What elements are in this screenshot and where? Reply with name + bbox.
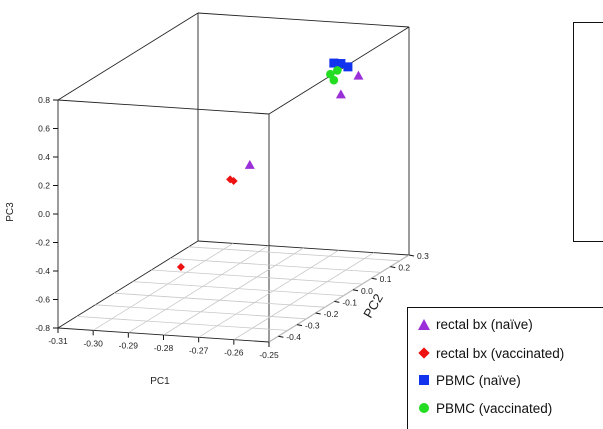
floor-grid: [76, 242, 410, 343]
point-triangle: [244, 159, 255, 169]
box-edge: [57, 99, 270, 115]
y-tick-mark: [296, 324, 303, 327]
y-tick-mark: [390, 266, 396, 269]
point-square: [329, 58, 339, 68]
grid-line: [113, 292, 326, 308]
z-tick-label: 0.8: [38, 95, 50, 105]
z-axis-title: PC3: [5, 202, 16, 222]
grid-line: [151, 269, 363, 285]
legend-label: rectal bx (naïve): [436, 316, 533, 332]
grid-line: [188, 246, 400, 262]
z-tick-label: -0.6: [35, 295, 50, 305]
box-edge: [57, 240, 199, 329]
z-tick-label: 0.6: [38, 124, 50, 134]
y-tick-label: 0.3: [417, 251, 429, 261]
y-tick-label: -0.4: [286, 332, 301, 342]
legend-item-rectal-naive: rectal bx (naïve): [418, 313, 533, 335]
grid-line: [128, 245, 269, 334]
triangle-marker-icon: [418, 318, 430, 330]
x-tick-label: -0.25: [259, 350, 279, 360]
y-tick-mark: [278, 335, 284, 338]
z-tick-label: 0.0: [38, 209, 50, 219]
z-tick-label: -0.8: [35, 323, 50, 333]
side-panel-frame: [573, 22, 603, 242]
grid-line: [233, 252, 375, 341]
z-tick-label: -0.4: [35, 266, 50, 276]
y-tick-mark: [315, 312, 321, 315]
legend: rectal bx (naïve) rectal bx (vaccinated)…: [407, 307, 603, 429]
grid-line: [163, 247, 304, 336]
x-tick-label: -0.29: [119, 341, 139, 351]
point-triangle: [353, 70, 364, 80]
box-edge: [57, 12, 199, 101]
grid-line: [76, 316, 288, 331]
pc2-ticks: -0.4 -0.3 -0.2-0.1 0.0 0.1 0.2 0.3: [278, 251, 429, 342]
point-circle: [329, 75, 339, 85]
point-square: [343, 62, 353, 72]
point-diamond: [229, 176, 238, 185]
z-tick-label: 0.2: [38, 181, 50, 191]
legend-item-pbmc-naive: PBMC (naïve): [418, 369, 521, 391]
point-triangle: [335, 89, 346, 99]
y-tick-label: -0.1: [342, 297, 357, 307]
z-tick-label: 0.4: [38, 152, 50, 162]
point-diamond: [176, 263, 185, 272]
legend-item-rectal-vaccinated: rectal bx (vaccinated): [418, 342, 564, 364]
y-tick-mark: [334, 300, 340, 303]
y-tick-mark: [408, 254, 415, 257]
point-square: [336, 59, 346, 69]
x-tick-label: -0.31: [48, 336, 68, 346]
pc3-ticks: -0.8 -0.6 -0.4 -0.2 0.0 0.2 0.4 0.6 0.8: [35, 95, 58, 333]
y-tick-label: -0.3: [305, 321, 320, 331]
legend-label: rectal bx (vaccinated): [436, 345, 565, 361]
grid-line: [268, 254, 410, 343]
y-tick-label: -0.2: [324, 309, 339, 319]
grid-line: [95, 304, 307, 320]
x-tick-label: -0.27: [189, 345, 209, 355]
circle-marker-icon: [418, 402, 430, 414]
grid-line: [92, 242, 234, 331]
data-points: [176, 58, 364, 272]
x-tick-label: -0.28: [154, 343, 174, 353]
box-edge: [197, 12, 410, 28]
grid-line: [169, 258, 382, 273]
pc1-ticks: -0.31 -0.30 -0.29 -0.28 -0.27 -0.26 -0.25: [48, 328, 279, 360]
legend-item-pbmc-vaccinated: PBMC (vaccinated): [418, 397, 552, 419]
legend-label: PBMC (vaccinated): [436, 400, 553, 416]
y-tick-label: 0.1: [380, 274, 392, 284]
point-circle: [333, 66, 342, 75]
grid-line: [132, 281, 344, 296]
y-tick-mark: [352, 289, 359, 292]
legend-label: PBMC (naïve): [436, 372, 521, 388]
grid-line: [198, 249, 339, 338]
y-tick-mark: [371, 277, 377, 280]
z-tick-label: -0.2: [35, 238, 50, 248]
x-axis-title: PC1: [150, 376, 170, 387]
y-tick-label: 0.2: [398, 263, 410, 273]
y-tick-label: 0.0: [361, 286, 373, 296]
x-tick-label: -0.26: [224, 348, 244, 358]
diamond-marker-icon: [418, 347, 430, 359]
x-tick-label: -0.30: [83, 338, 103, 348]
square-marker-icon: [418, 374, 430, 386]
